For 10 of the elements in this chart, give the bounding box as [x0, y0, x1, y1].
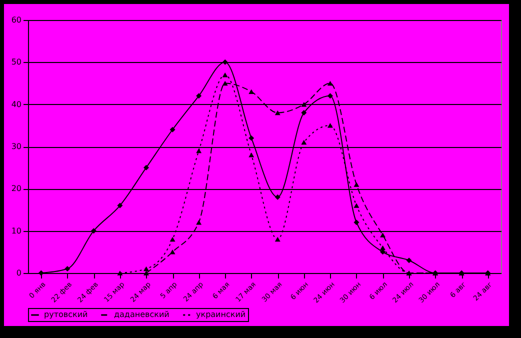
y-tick-label: 0	[16, 268, 22, 278]
legend-label: даданевский	[114, 310, 170, 319]
legend-label: украинский	[196, 310, 246, 319]
y-tick-label: 50	[11, 58, 22, 67]
y-tick-label: 60	[11, 16, 22, 24]
legend-label: рутовский	[44, 310, 88, 319]
y-tick-label: 20	[11, 184, 22, 194]
y-tick-label: 40	[11, 100, 22, 109]
y-tick-label: 30	[11, 142, 22, 151]
y-tick-label: 10	[11, 226, 22, 236]
